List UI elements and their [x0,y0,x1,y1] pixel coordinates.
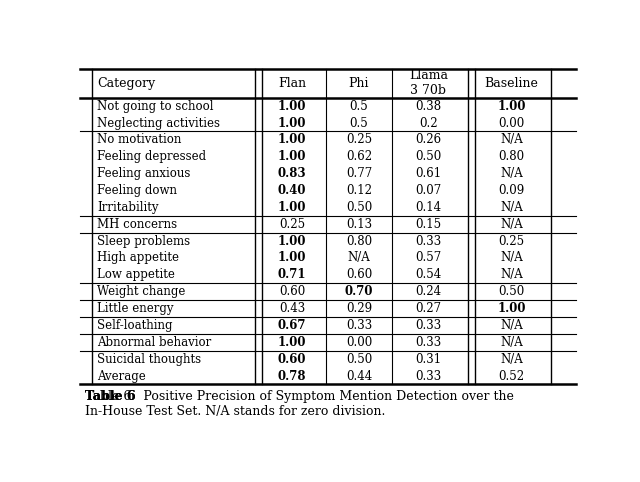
Text: 0.50: 0.50 [415,150,442,163]
Text: N/A: N/A [348,252,371,265]
Text: 0.33: 0.33 [415,319,442,332]
Text: 0.78: 0.78 [278,370,307,383]
Text: Table 6   Positive Precision of Symptom Mention Detection over the
In-House Test: Table 6 Positive Precision of Symptom Me… [85,390,514,418]
Text: 0.40: 0.40 [278,184,307,197]
Text: Baseline: Baseline [484,77,538,90]
Text: N/A: N/A [500,353,523,366]
Text: 1.00: 1.00 [278,100,307,113]
Text: 0.38: 0.38 [415,100,442,113]
Text: High appetite: High appetite [97,252,179,265]
Text: 0.14: 0.14 [415,201,442,214]
Text: N/A: N/A [500,201,523,214]
Text: 0.50: 0.50 [346,201,372,214]
Text: Neglecting activities: Neglecting activities [97,117,220,130]
Text: 0.09: 0.09 [499,184,525,197]
Text: N/A: N/A [500,268,523,281]
Text: 0.29: 0.29 [346,302,372,315]
Text: Flan: Flan [278,77,306,90]
Text: 0.67: 0.67 [278,319,307,332]
Text: 1.00: 1.00 [278,134,307,147]
Text: 0.5: 0.5 [349,117,369,130]
Text: 0.50: 0.50 [499,285,525,298]
Text: 1.00: 1.00 [278,117,307,130]
Text: 0.2: 0.2 [419,117,438,130]
Text: 1.00: 1.00 [497,100,526,113]
Text: 0.60: 0.60 [278,353,307,366]
Text: 0.52: 0.52 [499,370,525,383]
Text: 0.50: 0.50 [346,353,372,366]
Text: N/A: N/A [500,319,523,332]
Text: 0.70: 0.70 [345,285,373,298]
Text: Sleep problems: Sleep problems [97,235,191,248]
Text: Feeling anxious: Feeling anxious [97,167,191,180]
Text: Table 6   Positive Precision of Symptom Mention Detection over the
In-House Test: Table 6 Positive Precision of Symptom Me… [85,390,514,418]
Text: Table 6: Table 6 [85,390,136,403]
Text: 0.33: 0.33 [415,370,442,383]
Text: 0.77: 0.77 [346,167,372,180]
Text: 1.00: 1.00 [278,336,307,349]
Text: MH concerns: MH concerns [97,218,177,231]
Text: 0.60: 0.60 [279,285,305,298]
Text: 0.80: 0.80 [499,150,525,163]
Text: 0.13: 0.13 [346,218,372,231]
Text: Feeling down: Feeling down [97,184,177,197]
Text: 0.71: 0.71 [278,268,307,281]
Text: 0.33: 0.33 [415,235,442,248]
Text: Irritability: Irritability [97,201,159,214]
Text: 0.25: 0.25 [279,218,305,231]
Text: Phi: Phi [349,77,369,90]
Text: 0.83: 0.83 [278,167,307,180]
Text: 0.15: 0.15 [415,218,442,231]
Text: Little energy: Little energy [97,302,174,315]
Text: 0.07: 0.07 [415,184,442,197]
Text: Suicidal thoughts: Suicidal thoughts [97,353,202,366]
Text: Low appetite: Low appetite [97,268,175,281]
Text: Average: Average [97,370,146,383]
Text: 0.00: 0.00 [499,117,525,130]
Text: 1.00: 1.00 [278,150,307,163]
Text: 0.61: 0.61 [415,167,442,180]
Text: Feeling depressed: Feeling depressed [97,150,207,163]
Text: 0.25: 0.25 [499,235,525,248]
Text: 1.00: 1.00 [278,252,307,265]
Text: 0.57: 0.57 [415,252,442,265]
Text: 0.80: 0.80 [346,235,372,248]
Text: N/A: N/A [500,336,523,349]
Text: 1.00: 1.00 [278,235,307,248]
Text: 0.5: 0.5 [349,100,369,113]
Text: 0.33: 0.33 [346,319,372,332]
Text: 1.00: 1.00 [497,302,526,315]
Text: 0.33: 0.33 [415,336,442,349]
Text: N/A: N/A [500,167,523,180]
Text: 0.24: 0.24 [415,285,442,298]
Text: 0.27: 0.27 [415,302,442,315]
Text: Llama
3 70b: Llama 3 70b [409,69,448,97]
Text: N/A: N/A [500,218,523,231]
Text: 0.25: 0.25 [346,134,372,147]
Text: 1.00: 1.00 [278,201,307,214]
Text: N/A: N/A [500,252,523,265]
Text: 0.31: 0.31 [415,353,442,366]
Text: Table 6: Table 6 [85,390,136,403]
Text: Weight change: Weight change [97,285,186,298]
Text: 0.00: 0.00 [346,336,372,349]
Text: Not going to school: Not going to school [97,100,214,113]
Text: 0.54: 0.54 [415,268,442,281]
Text: 0.62: 0.62 [346,150,372,163]
Text: N/A: N/A [500,134,523,147]
Text: 0.60: 0.60 [346,268,372,281]
Text: Category: Category [97,77,156,90]
Text: Self-loathing: Self-loathing [97,319,173,332]
Text: 0.12: 0.12 [346,184,372,197]
Text: 0.43: 0.43 [279,302,305,315]
Text: 0.44: 0.44 [346,370,372,383]
Text: 0.26: 0.26 [415,134,442,147]
Text: Abnormal behavior: Abnormal behavior [97,336,212,349]
Text: No motivation: No motivation [97,134,182,147]
